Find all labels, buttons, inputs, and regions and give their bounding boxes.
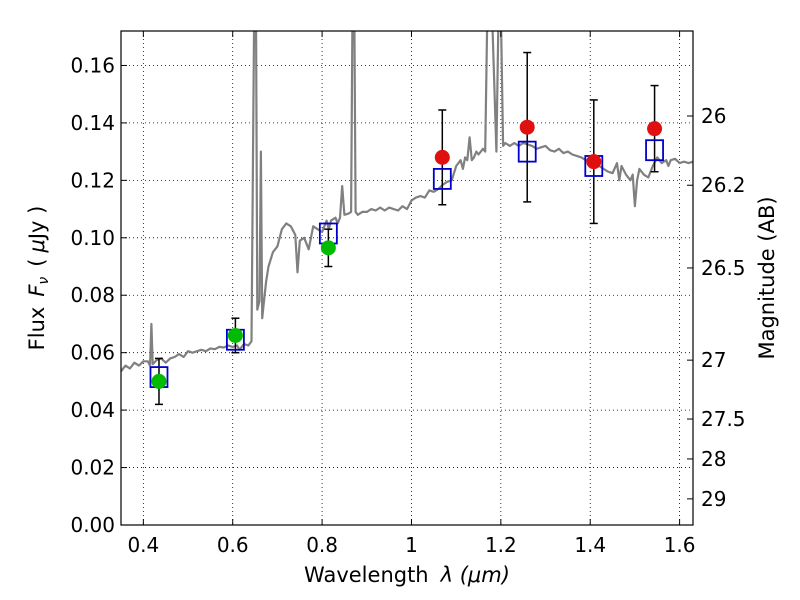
x-tick-label: 1 bbox=[405, 533, 418, 557]
observed-point bbox=[320, 240, 336, 256]
y-tick-label: 0.08 bbox=[70, 283, 115, 307]
observed-point bbox=[519, 119, 535, 135]
right-tick-label: 26.5 bbox=[701, 256, 746, 280]
x-tick-label: 1.6 bbox=[664, 533, 696, 557]
y-tick-label: 0.14 bbox=[70, 111, 115, 135]
y-tick-label: 0.16 bbox=[70, 53, 115, 77]
model-spectrum-line bbox=[121, 31, 693, 372]
y-tick-label: 0.12 bbox=[70, 168, 115, 192]
right-tick-label: 27 bbox=[701, 348, 726, 372]
x-tick-label: 1.2 bbox=[485, 533, 517, 557]
model-photometry-box bbox=[645, 139, 664, 162]
plot-frame bbox=[120, 30, 694, 526]
plot-area bbox=[121, 31, 693, 406]
observed-point bbox=[151, 373, 167, 389]
observed-point bbox=[586, 154, 602, 170]
right-tick-label: 28 bbox=[701, 447, 726, 471]
observed-point bbox=[647, 121, 663, 137]
grid bbox=[121, 31, 693, 526]
y-tick-label: 0.02 bbox=[70, 456, 115, 480]
y-tick-label: 0.04 bbox=[70, 398, 115, 422]
x-tick-label: 0.4 bbox=[127, 533, 159, 557]
y-tick-label: 0.10 bbox=[70, 226, 115, 250]
model-photometry-box bbox=[432, 168, 452, 190]
right-axis-label: Magnitude (AB) bbox=[755, 196, 779, 359]
right-tick-label: 29 bbox=[701, 487, 726, 511]
right-tick-label: 26 bbox=[701, 104, 726, 128]
axes: 0.4 0.6 0.8 1 1.2 1.4 1.6 0.00 0.02 0.04 0.06 0.08 0… bbox=[70, 31, 746, 557]
x-tick-label: 1.4 bbox=[574, 533, 606, 557]
y-tick-label: 0.00 bbox=[70, 513, 115, 537]
y-axis-label: FluxFν(μJy ) bbox=[25, 206, 52, 351]
y-tick-label: 0.06 bbox=[70, 341, 115, 365]
x-tick-label: 0.8 bbox=[306, 533, 338, 557]
model-photometry-box bbox=[517, 140, 537, 163]
right-tick-label: 26.2 bbox=[701, 173, 746, 197]
observed-point bbox=[434, 149, 450, 165]
right-tick-label: 27.5 bbox=[701, 407, 746, 431]
x-axis-label: Wavelength λ (μm) bbox=[304, 563, 510, 587]
x-tick-label: 0.6 bbox=[217, 533, 249, 557]
observed-point bbox=[227, 327, 243, 343]
